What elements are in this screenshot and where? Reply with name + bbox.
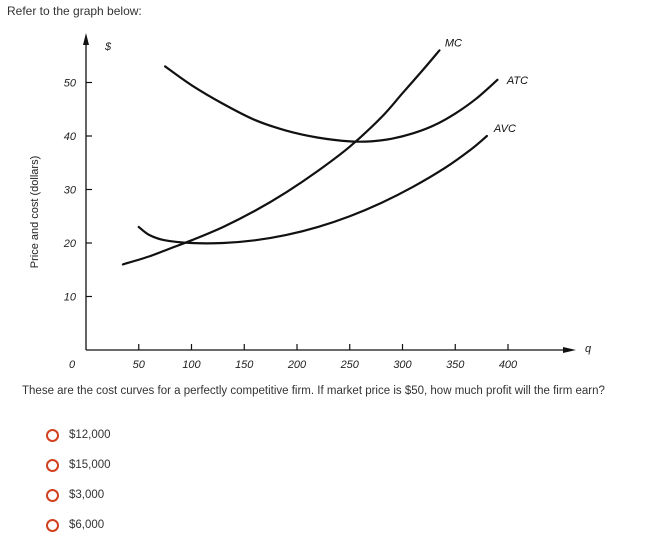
- origin-label: 0: [69, 359, 76, 371]
- x-tick-label: 250: [340, 359, 360, 371]
- intro-text: Refer to the graph below:: [7, 4, 142, 18]
- x-axis-label: q: [585, 343, 592, 355]
- x-axis-arrow: [563, 347, 576, 353]
- y-unit-label: $: [104, 41, 112, 53]
- curve-label-avc: AVC: [493, 123, 516, 135]
- x-tick-label: 400: [499, 359, 518, 371]
- x-tick-label: 200: [287, 359, 307, 371]
- radio-button[interactable]: [46, 518, 59, 532]
- x-tick-label: 50: [133, 359, 146, 371]
- y-tick-label: 10: [64, 292, 77, 304]
- chart-axes: 10 20 30 40 50 50 100 150 200 250 300 350 400 0 $ q Pric…: [29, 33, 592, 371]
- answer-option-label: $3,000: [69, 489, 105, 501]
- chart-labels: MC ATC AVC: [445, 37, 528, 135]
- curve-label-mc: MC: [445, 37, 462, 49]
- y-tick-label: 30: [64, 185, 77, 197]
- y-tick-label: 40: [64, 131, 77, 143]
- x-tick-label: 100: [182, 359, 201, 371]
- answer-option-label: $12,000: [69, 429, 111, 441]
- radio-button[interactable]: [46, 488, 59, 502]
- curve-mc: [121, 49, 441, 266]
- answer-option-4[interactable]: $6,000: [46, 510, 111, 540]
- answer-option-label: $6,000: [69, 519, 105, 531]
- radio-button[interactable]: [46, 458, 59, 472]
- x-tick-label: 300: [393, 359, 412, 371]
- answer-options: $12,000 $15,000 $3,000 $6,000: [46, 420, 111, 540]
- answer-option-1[interactable]: $12,000: [46, 420, 111, 450]
- chart-curves: [121, 49, 499, 266]
- y-tick-label: 50: [64, 78, 77, 90]
- radio-button[interactable]: [46, 428, 59, 442]
- answer-option-2[interactable]: $15,000: [46, 450, 111, 480]
- y-axis-label: Price and cost (dollars): [29, 156, 41, 269]
- cost-curves-chart: 10 20 30 40 50 50 100 150 200 250 300 350 400 0 $ q Pric…: [29, 33, 592, 371]
- x-tick-label: 350: [446, 359, 465, 371]
- x-tick-label: 150: [235, 359, 254, 371]
- y-axis-arrow: [83, 33, 89, 45]
- curve-atc: [164, 65, 499, 143]
- answer-option-label: $15,000: [69, 459, 111, 471]
- answer-option-3[interactable]: $3,000: [46, 480, 111, 510]
- curve-avc: [137, 134, 488, 245]
- question-text: These are the cost curves for a perfectl…: [22, 385, 605, 397]
- y-tick-label: 20: [63, 238, 77, 250]
- curve-label-atc: ATC: [506, 75, 528, 87]
